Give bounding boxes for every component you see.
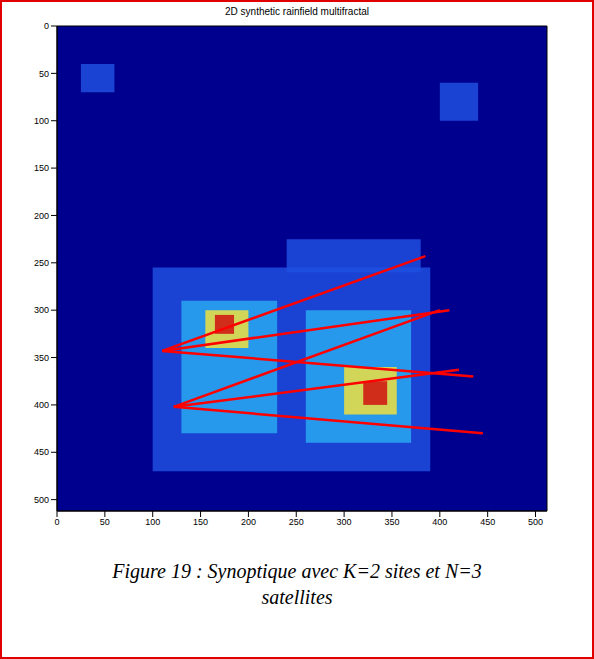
svg-text:500: 500: [528, 517, 543, 527]
svg-text:300: 300: [337, 517, 352, 527]
svg-text:100: 100: [145, 517, 160, 527]
svg-text:50: 50: [39, 69, 49, 79]
svg-text:450: 450: [34, 447, 49, 457]
svg-text:150: 150: [193, 517, 208, 527]
svg-text:300: 300: [34, 305, 49, 315]
svg-text:50: 50: [100, 517, 110, 527]
svg-text:250: 250: [289, 517, 304, 527]
svg-text:350: 350: [384, 517, 399, 527]
svg-text:0: 0: [54, 517, 59, 527]
svg-text:400: 400: [34, 400, 49, 410]
html-text:2D synthetic rainfield multifr: 2D synthetic rainfield multifractal: [225, 6, 369, 17]
svg-text:500: 500: [34, 495, 49, 505]
html-text:Figure 19 : Synoptique avec K=: Figure 19 : Synoptique avec K=2 sites et…: [112, 560, 482, 608]
svg-text:250: 250: [34, 258, 49, 268]
svg-text:400: 400: [432, 517, 447, 527]
svg-text:350: 350: [34, 353, 49, 363]
svg-text:200: 200: [34, 211, 49, 221]
svg-text:200: 200: [241, 517, 256, 527]
svg-text:450: 450: [480, 517, 495, 527]
svg-text:0: 0: [44, 21, 49, 31]
svg-text:150: 150: [34, 163, 49, 173]
svg-text:100: 100: [34, 116, 49, 126]
